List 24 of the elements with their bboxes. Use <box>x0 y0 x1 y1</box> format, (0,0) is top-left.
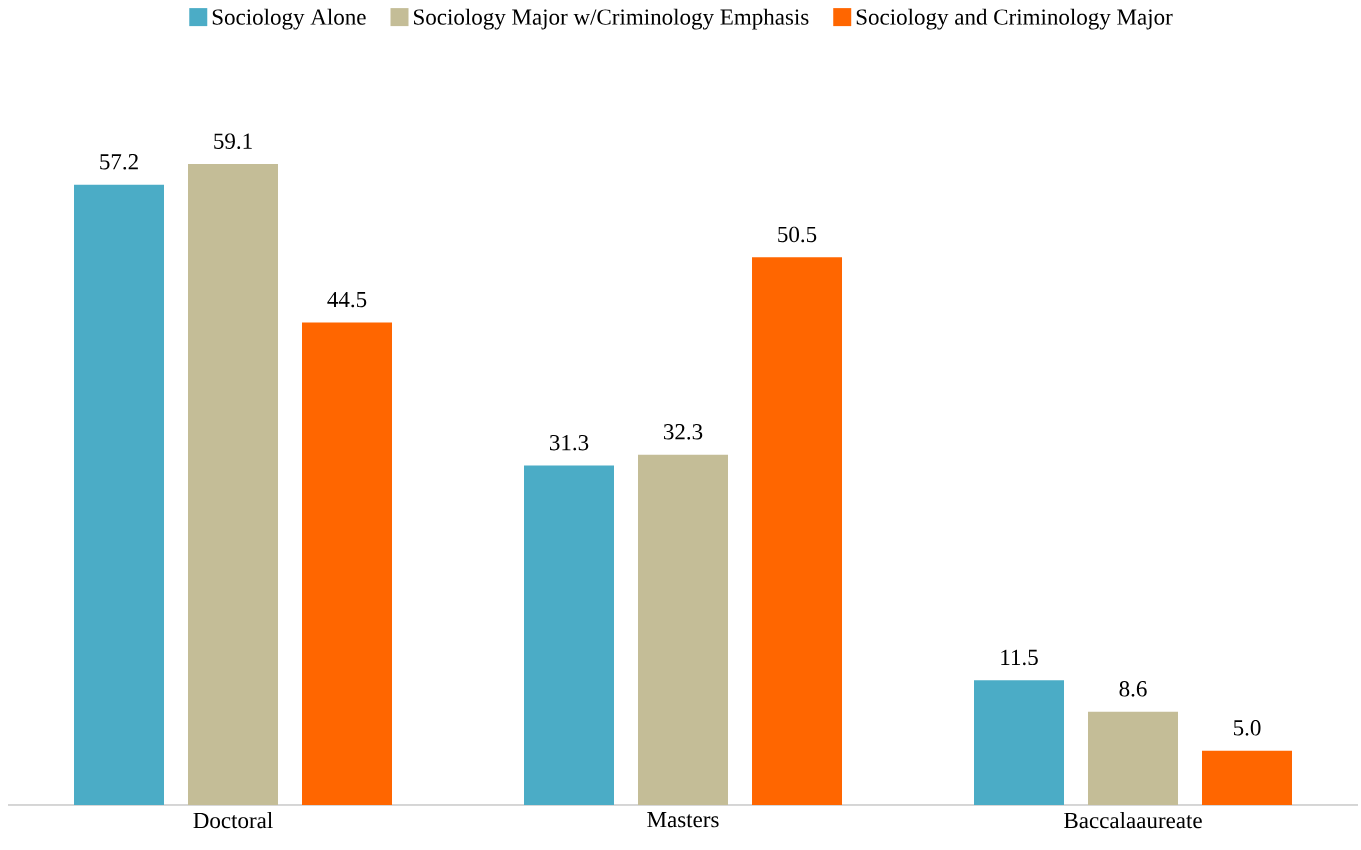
bar <box>188 164 278 805</box>
bar <box>1088 711 1179 805</box>
data-label: 11.5 <box>1001 649 1038 666</box>
data-label: 32.3 <box>663 424 703 440</box>
bar <box>752 257 843 805</box>
bar <box>74 184 165 805</box>
bar <box>1202 750 1292 805</box>
bar <box>524 465 614 805</box>
bar <box>638 454 729 805</box>
x-tick-label: Doctoral <box>193 812 273 829</box>
x-tick-label: Masters <box>647 812 719 828</box>
legend-label: Sociology and Criminology Major <box>856 8 1173 30</box>
legend-label: Sociology Major w/Criminology Emphasis <box>414 8 809 30</box>
data-label: 44.5 <box>327 291 367 308</box>
data-label: 31.3 <box>549 434 589 451</box>
data-label: 8.6 <box>1119 681 1147 697</box>
data-label: 57.2 <box>100 154 138 170</box>
x-tick-label: Baccalaaureate <box>1064 812 1202 829</box>
data-label: 50.5 <box>778 226 817 243</box>
data-label: 5.0 <box>1233 720 1261 736</box>
bar <box>302 322 393 805</box>
bar <box>974 680 1065 805</box>
legend-label: Sociology Alone <box>212 8 366 30</box>
data-label: 59.1 <box>214 133 252 149</box>
